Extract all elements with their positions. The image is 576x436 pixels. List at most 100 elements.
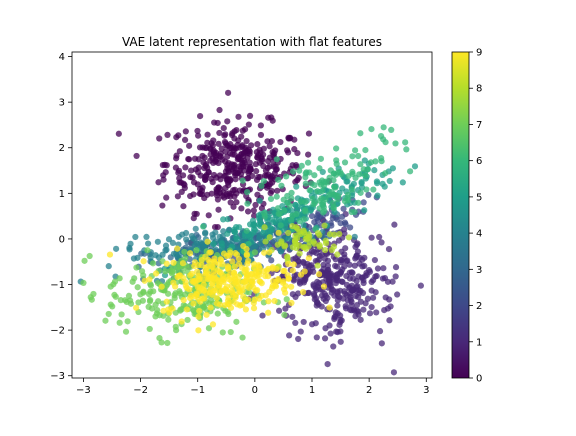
scatter-point xyxy=(193,291,200,298)
scatter-point xyxy=(181,136,189,144)
scatter-point xyxy=(320,283,328,290)
scatter-point xyxy=(326,322,333,329)
scatter-point xyxy=(257,122,264,129)
scatter-point xyxy=(368,303,375,311)
scatter-point xyxy=(139,297,146,304)
scatter-point xyxy=(162,169,169,176)
scatter-point xyxy=(322,272,329,279)
scatter-point xyxy=(288,299,295,307)
scatter-point xyxy=(109,303,116,310)
scatter-point xyxy=(230,162,237,169)
scatter-point xyxy=(188,270,196,277)
scatter-point xyxy=(284,254,291,262)
scatter-point xyxy=(174,245,181,252)
scatter-point xyxy=(226,190,233,197)
scatter-point xyxy=(178,318,185,325)
scatter-point xyxy=(268,138,275,145)
scatter-point xyxy=(310,201,317,208)
scatter-point xyxy=(306,187,313,194)
scatter-point xyxy=(264,273,272,280)
scatter-point xyxy=(212,246,219,253)
scatter-point xyxy=(198,262,205,269)
scatter-point xyxy=(158,339,165,346)
scatter-point xyxy=(207,249,214,256)
scatter-point xyxy=(373,272,380,280)
scatter-point xyxy=(195,313,202,320)
scatter-point xyxy=(156,135,163,142)
scatter-point xyxy=(282,282,289,290)
scatter-point xyxy=(183,306,191,313)
scatter-point xyxy=(261,210,268,217)
scatter-point xyxy=(363,186,370,193)
scatter-point xyxy=(195,273,202,280)
scatter-point xyxy=(293,224,300,231)
scatter-point xyxy=(271,297,278,305)
y-axis: −3 −2 −1 0 1 2 3 4 xyxy=(50,52,72,382)
scatter-point xyxy=(251,261,258,268)
scatter-point xyxy=(277,248,285,255)
scatter-point xyxy=(205,325,213,332)
scatter-point xyxy=(348,307,355,314)
scatter-point xyxy=(239,177,246,184)
scatter-point xyxy=(283,173,290,180)
scatter-point xyxy=(190,179,198,186)
scatter-point xyxy=(318,251,326,258)
scatter-point xyxy=(363,271,370,279)
scatter-point xyxy=(376,233,383,241)
scatter-point xyxy=(337,338,344,345)
scatter-point xyxy=(267,195,275,203)
scatter-point xyxy=(228,289,236,296)
scatter-point xyxy=(285,235,292,242)
scatter-point xyxy=(281,311,288,318)
scatter-point xyxy=(331,231,338,238)
scatter-point xyxy=(275,307,283,314)
scatter-point xyxy=(306,268,313,276)
scatter-point xyxy=(268,257,275,264)
scatter-point xyxy=(134,284,141,291)
scatter-point xyxy=(243,137,250,145)
scatter-point xyxy=(224,273,231,280)
y-tick-label: 0 xyxy=(59,234,65,245)
scatter-points xyxy=(77,89,424,376)
colorbar-tick-label: 7 xyxy=(476,120,482,131)
scatter-point xyxy=(199,191,206,198)
scatter-point xyxy=(262,292,269,299)
scatter-point xyxy=(342,303,349,310)
scatter-point xyxy=(226,252,233,259)
scatter-point xyxy=(250,305,258,312)
scatter-point xyxy=(302,208,309,215)
scatter-point xyxy=(348,186,356,193)
scatter-point xyxy=(210,240,217,248)
scatter-point xyxy=(308,262,315,269)
scatter-point xyxy=(326,304,333,311)
scatter-point xyxy=(260,162,267,170)
plot-frame xyxy=(71,51,433,379)
scatter-point xyxy=(251,249,259,256)
scatter-point xyxy=(284,199,291,206)
scatter-point xyxy=(197,298,204,305)
scatter-point xyxy=(171,292,178,299)
scatter-point xyxy=(378,158,385,165)
scatter-point xyxy=(324,257,332,264)
scatter-point xyxy=(215,206,222,213)
scatter-point xyxy=(233,199,240,206)
scatter-point xyxy=(266,143,273,150)
scatter-point xyxy=(273,156,280,163)
scatter-point xyxy=(338,278,345,285)
scatter-point xyxy=(216,301,224,308)
scatter-point xyxy=(138,268,146,275)
scatter-point xyxy=(126,244,133,251)
scatter-point xyxy=(176,148,183,155)
scatter-point xyxy=(402,139,409,146)
scatter-point xyxy=(351,233,358,240)
scatter-point xyxy=(163,298,170,305)
scatter-point xyxy=(162,242,170,249)
scatter-point xyxy=(264,157,272,165)
scatter-point xyxy=(259,312,266,319)
scatter-point xyxy=(219,261,226,268)
scatter-point xyxy=(175,132,182,139)
scatter-point xyxy=(197,112,204,120)
scatter-point xyxy=(220,216,227,223)
scatter-point xyxy=(266,249,273,256)
scatter-point xyxy=(371,167,378,174)
